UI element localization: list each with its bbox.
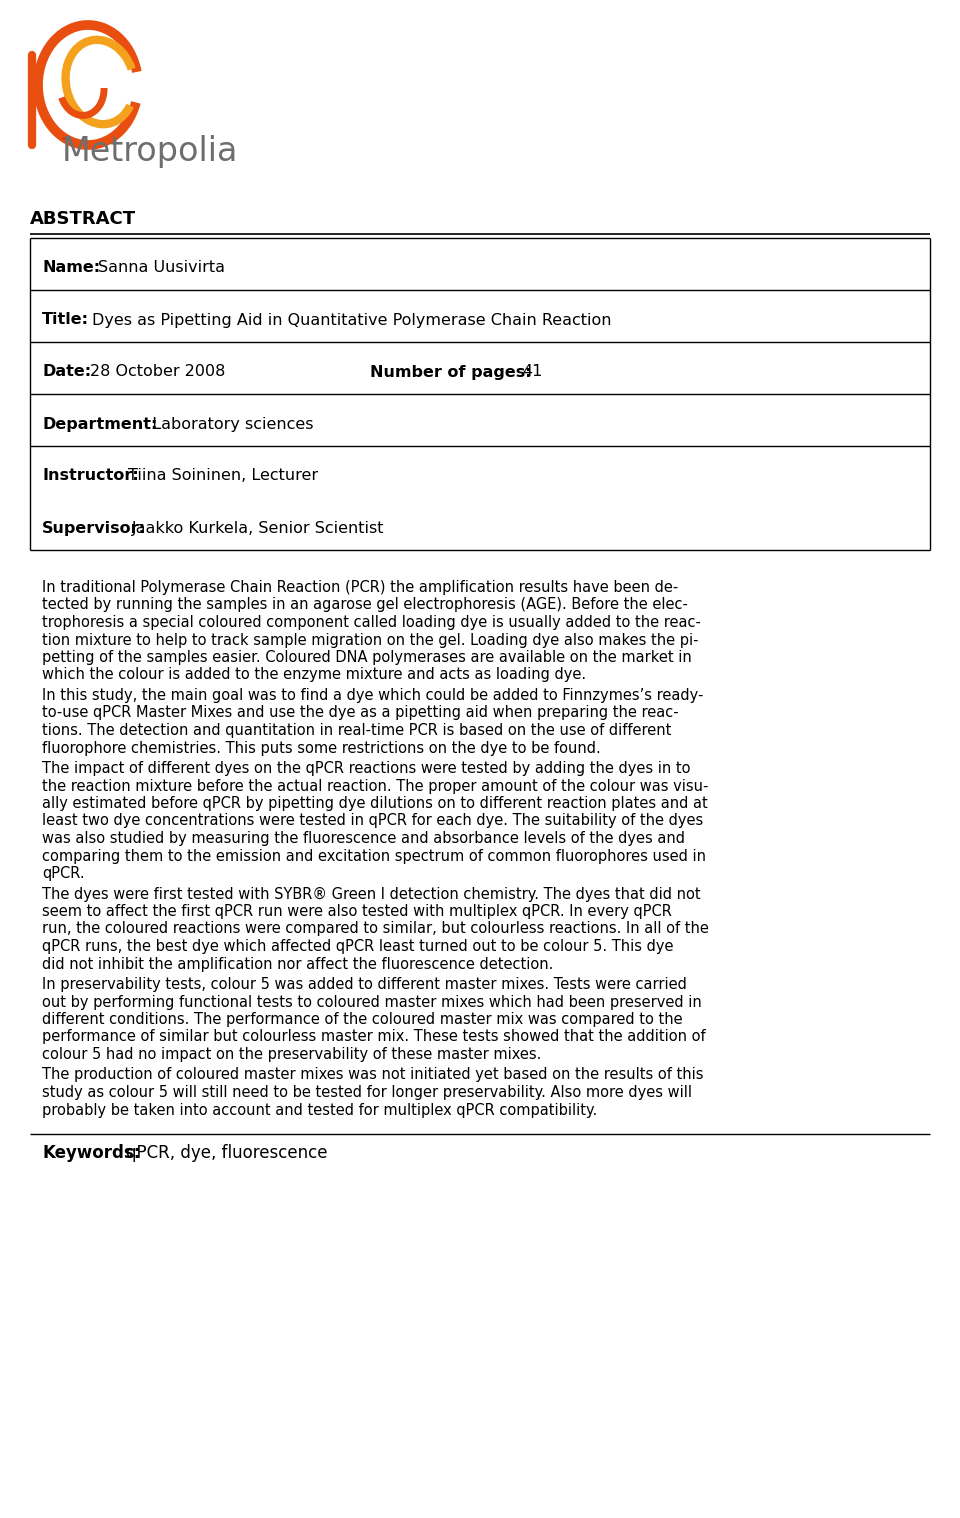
Text: least two dye concentrations were tested in qPCR for each dye. The suitability o: least two dye concentrations were tested… [42,814,704,829]
Text: The dyes were first tested with SYBR® Green I detection chemistry. The dyes that: The dyes were first tested with SYBR® Gr… [42,887,701,902]
Text: Name:: Name: [42,261,100,275]
Text: In traditional Polymerase Chain Reaction (PCR) the amplification results have be: In traditional Polymerase Chain Reaction… [42,580,679,595]
Text: tion mixture to help to track sample migration on the gel. Loading dye also make: tion mixture to help to track sample mig… [42,633,699,648]
Text: comparing them to the emission and excitation spectrum of common fluorophores us: comparing them to the emission and excit… [42,849,706,864]
Text: did not inhibit the amplification nor affect the fluorescence detection.: did not inhibit the amplification nor af… [42,956,553,972]
Text: the reaction mixture before the actual reaction. The proper amount of the colour: the reaction mixture before the actual r… [42,779,708,794]
Text: The impact of different dyes on the qPCR reactions were tested by adding the dye: The impact of different dyes on the qPCR… [42,761,690,776]
Text: run, the coloured reactions were compared to similar, but colourless reactions. : run, the coloured reactions were compare… [42,921,708,937]
Text: tions. The detection and quantitation in real-time PCR is based on the use of di: tions. The detection and quantitation in… [42,723,671,738]
Text: Title:: Title: [42,313,89,328]
Text: Metropolia: Metropolia [62,135,238,168]
Text: probably be taken into account and tested for multiplex qPCR compatibility.: probably be taken into account and teste… [42,1102,597,1117]
Text: Tiina Soininen, Lecturer: Tiina Soininen, Lecturer [128,469,318,484]
Text: out by performing functional tests to coloured master mixes which had been prese: out by performing functional tests to co… [42,994,702,1009]
Text: qPCR.: qPCR. [42,865,84,880]
Text: fluorophore chemistries. This puts some restrictions on the dye to be found.: fluorophore chemistries. This puts some … [42,741,601,756]
Text: ally estimated before qPCR by pipetting dye dilutions on to different reaction p: ally estimated before qPCR by pipetting … [42,795,708,811]
Text: was also studied by measuring the fluorescence and absorbance levels of the dyes: was also studied by measuring the fluore… [42,830,685,846]
Text: qPCR, dye, fluorescence: qPCR, dye, fluorescence [126,1145,327,1161]
Text: Instructor:: Instructor: [42,469,139,484]
Text: qPCR runs, the best dye which affected qPCR least turned out to be colour 5. Thi: qPCR runs, the best dye which affected q… [42,940,674,953]
Text: study as colour 5 will still need to be tested for longer preservability. Also m: study as colour 5 will still need to be … [42,1085,692,1101]
Text: In preservability tests, colour 5 was added to different master mixes. Tests wer: In preservability tests, colour 5 was ad… [42,978,686,991]
Text: to-use qPCR Master Mixes and use the dye as a pipetting aid when preparing the r: to-use qPCR Master Mixes and use the dye… [42,706,679,721]
Text: Keywords:: Keywords: [42,1145,140,1161]
Text: ABSTRACT: ABSTRACT [30,209,136,228]
Text: which the colour is added to the enzyme mixture and acts as loading dye.: which the colour is added to the enzyme … [42,668,587,683]
Text: tected by running the samples in an agarose gel electrophoresis (AGE). Before th: tected by running the samples in an agar… [42,598,688,612]
Text: In this study, the main goal was to find a dye which could be added to Finnzymes: In this study, the main goal was to find… [42,688,704,703]
Text: seem to affect the first qPCR run were also tested with multiplex qPCR. In every: seem to affect the first qPCR run were a… [42,905,672,918]
Text: 41: 41 [522,364,542,380]
Text: Sanna Uusivirta: Sanna Uusivirta [98,261,225,275]
Text: 28 October 2008: 28 October 2008 [90,364,226,380]
Text: Dyes as Pipetting Aid in Quantitative Polymerase Chain Reaction: Dyes as Pipetting Aid in Quantitative Po… [92,313,612,328]
Text: Number of pages:: Number of pages: [370,364,532,380]
Text: Department:: Department: [42,416,157,431]
Text: Supervisor:: Supervisor: [42,521,146,536]
Text: performance of similar but colourless master mix. These tests showed that the ad: performance of similar but colourless ma… [42,1029,706,1044]
Text: Jaakko Kurkela, Senior Scientist: Jaakko Kurkela, Senior Scientist [132,521,385,536]
Text: petting of the samples easier. Coloured DNA polymerases are available on the mar: petting of the samples easier. Coloured … [42,650,692,665]
Text: Laboratory sciences: Laboratory sciences [142,416,314,431]
Text: trophoresis a special coloured component called loading dye is usually added to : trophoresis a special coloured component… [42,615,701,630]
Text: The production of coloured master mixes was not initiated yet based on the resul: The production of coloured master mixes … [42,1067,704,1082]
Text: Date:: Date: [42,364,91,380]
Text: different conditions. The performance of the coloured master mix was compared to: different conditions. The performance of… [42,1013,683,1028]
Text: colour 5 had no impact on the preservability of these master mixes.: colour 5 had no impact on the preservabi… [42,1047,541,1063]
